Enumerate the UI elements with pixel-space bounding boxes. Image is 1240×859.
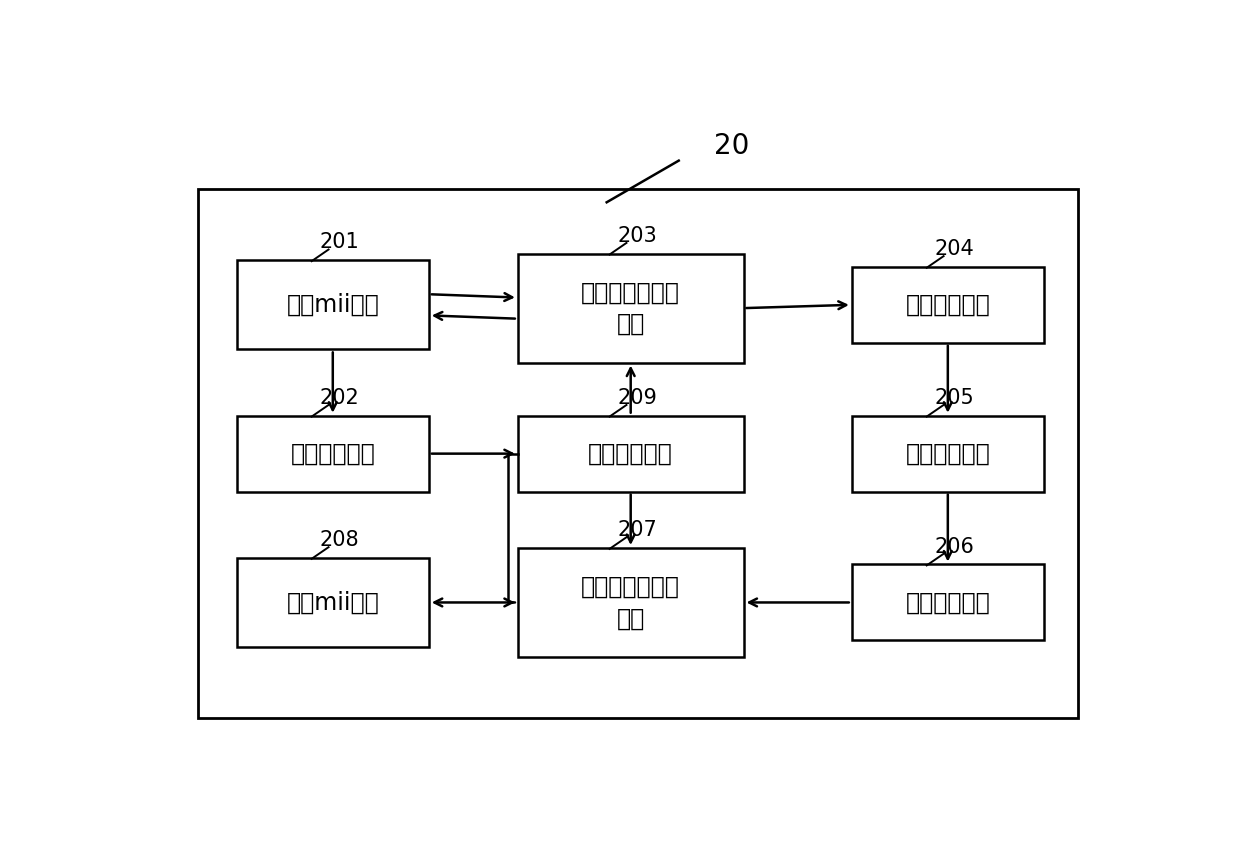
Bar: [237, 260, 429, 350]
Text: 数据处理模块: 数据处理模块: [905, 442, 991, 466]
Bar: [518, 416, 744, 491]
Text: 201: 201: [319, 232, 360, 253]
Text: 202: 202: [319, 387, 360, 408]
Text: 205: 205: [934, 387, 975, 408]
Bar: [237, 416, 429, 491]
Text: 速率配置模块: 速率配置模块: [588, 442, 673, 466]
Text: 209: 209: [618, 387, 657, 408]
Text: 速率侦听模块: 速率侦听模块: [290, 442, 376, 466]
Text: 以太网协议解析
模块: 以太网协议解析 模块: [582, 280, 680, 336]
Bar: [852, 267, 1044, 343]
Bar: [852, 416, 1044, 491]
Bar: [198, 189, 1078, 718]
Bar: [852, 564, 1044, 641]
Text: 206: 206: [934, 537, 975, 557]
Text: 数据重组模块: 数据重组模块: [905, 590, 991, 614]
Text: 203: 203: [618, 226, 657, 246]
Text: 207: 207: [618, 520, 657, 540]
Text: 数据转换模块: 数据转换模块: [905, 293, 991, 317]
Text: 204: 204: [934, 239, 975, 259]
Text: 以太网协议封装
模块: 以太网协议封装 模块: [582, 575, 680, 631]
Text: 第二mii接口: 第二mii接口: [286, 590, 379, 614]
Bar: [518, 253, 744, 362]
Bar: [518, 548, 744, 657]
Text: 第一mii接口: 第一mii接口: [286, 293, 379, 317]
Bar: [237, 557, 429, 647]
Text: 208: 208: [320, 530, 358, 550]
Text: 20: 20: [714, 132, 749, 160]
